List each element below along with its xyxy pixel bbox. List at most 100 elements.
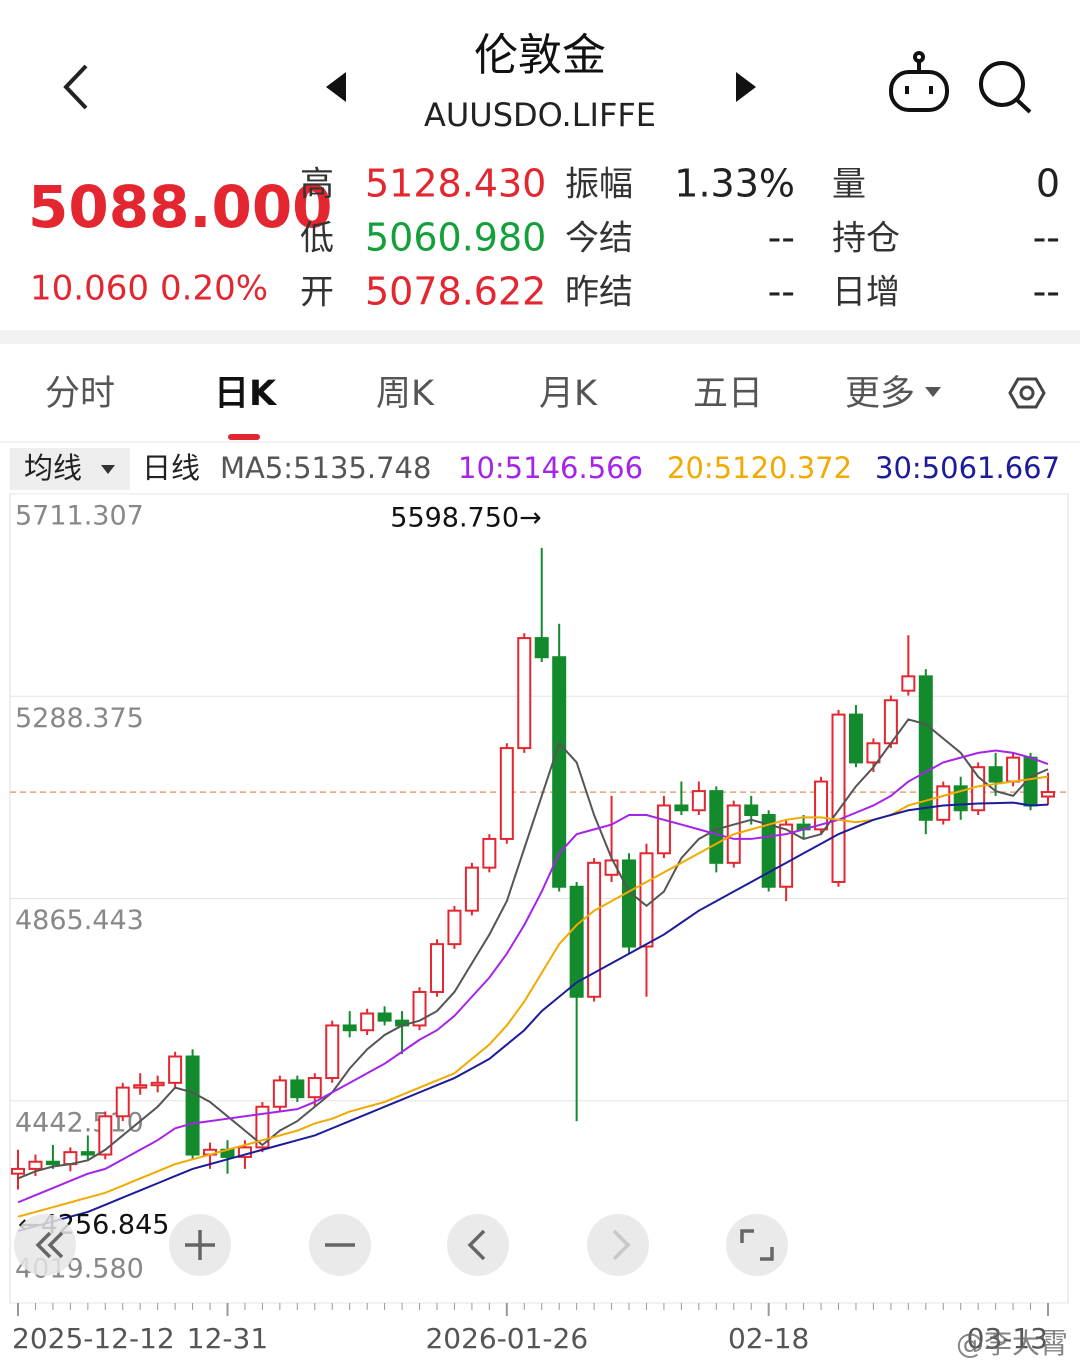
candle-body [534,637,549,659]
candle-body [255,1105,270,1149]
zoom-button[interactable] [447,1214,509,1276]
next-button[interactable] [736,72,756,102]
candle-body [622,859,637,948]
button-icon [612,1229,631,1261]
stat-label: 振幅 [565,165,633,205]
candle-body [656,804,671,855]
tab[interactable]: 分时 [45,374,115,414]
candle-body [499,747,514,840]
chart: 4019.5804442.5104865.4435288.3755711.307… [10,451,1068,1355]
tab[interactable]: 更多 [845,374,915,414]
x-tick-label: 02-18 [728,1322,809,1355]
stat-value: 5128.430 [365,162,546,206]
candle-body [674,804,689,812]
candle-body [307,1077,322,1099]
candle-body [150,1081,165,1087]
candle-body [11,1167,25,1175]
max-label: 5598.750→ [390,503,541,534]
candle-body [115,1086,130,1118]
stat-value: 5060.980 [365,216,546,260]
candle-body [552,656,567,888]
legend-entry: 10:5146.566 [458,451,643,485]
candle-body [517,637,532,750]
candle-body [901,675,916,692]
candle-body [814,780,829,831]
search-icon[interactable] [979,61,1032,114]
x-tick-label: 2026-01-26 [425,1322,588,1355]
x-tick-label: 03-13 [967,1322,1048,1355]
candle-body [639,852,654,948]
ma-line [17,775,1049,1218]
separator [0,330,1080,344]
candle-body [1041,791,1055,798]
candle-body [429,943,444,993]
candle-body [779,823,794,888]
candle-body [866,742,881,764]
back-button[interactable] [63,64,88,110]
period-label: 日线 [142,451,200,485]
candle-body [482,837,497,869]
legend-entry: 20:5120.372 [667,451,852,485]
stat-value: -- [768,216,795,260]
legend-entry: MA5:5135.748 [220,451,431,485]
candle-body [80,1151,95,1156]
zoom-button[interactable] [14,1214,76,1276]
dropdown-arrow [101,465,115,474]
candle-body [569,885,584,998]
zoom-button[interactable] [587,1214,649,1276]
settings-icon[interactable] [1008,377,1046,409]
candle-body [168,1055,183,1084]
more-arrow [925,387,941,397]
candle-body [744,804,759,817]
stat-value: 0 [1036,162,1060,206]
robot-icon[interactable] [889,51,949,112]
stat-value: -- [1033,216,1060,260]
tab[interactable]: 月K [539,374,598,414]
watermark: @李大霄 [956,1327,1068,1360]
tab[interactable]: 日K [214,374,278,414]
candle-body [691,790,706,812]
zoom-button[interactable] [726,1214,788,1276]
y-tick-label: 4865.443 [15,905,144,936]
y-tick-label: 5288.375 [15,703,144,734]
tab[interactable]: 周K [376,374,435,414]
stat-label: 日增 [832,273,900,313]
button-icon [467,1229,486,1261]
stat-label: 高 [300,165,334,205]
tabs: 分时 日K 周K 月K 五日 更多 [45,374,941,414]
candle-body [447,909,462,946]
candle-body [272,1079,287,1108]
candle-body [342,1024,357,1032]
candle-body [761,814,776,888]
settings-dot [1019,385,1035,401]
title: 伦敦金 [474,30,606,81]
candle-body [360,1012,375,1032]
candle-body [45,1160,60,1166]
candle-body [464,866,479,912]
stat-label: 持仓 [832,219,900,259]
x-tick-label: 12-31 [187,1322,268,1355]
code: AUUSDO.LIFFE [424,96,656,134]
stat-value: -- [1033,270,1060,314]
ma-line [17,749,1049,1204]
button-icon [35,1231,64,1259]
change-pct: 0.20% [160,269,268,309]
price: 5088.000 [28,173,333,241]
stat-label: 昨结 [565,273,633,313]
ma-line [17,718,1049,1180]
candle-body [988,766,1003,783]
stat-value: 1.33% [674,162,795,206]
stats: 高 5128.430 低 5060.980 开 5078.622 振幅 1.33% 今结 -- 昨结… [300,162,1060,314]
candle-body [133,1084,148,1089]
stat-label: 开 [300,273,334,313]
prev-button[interactable] [326,72,346,102]
tab[interactable]: 五日 [693,374,763,414]
y-tick-label: 5711.307 [15,501,144,532]
stat-label: 量 [832,165,866,205]
change: 10.060 [30,269,149,309]
zoom-buttons [14,1214,788,1276]
ma-line [17,801,1049,1233]
button-icon [185,1230,215,1260]
